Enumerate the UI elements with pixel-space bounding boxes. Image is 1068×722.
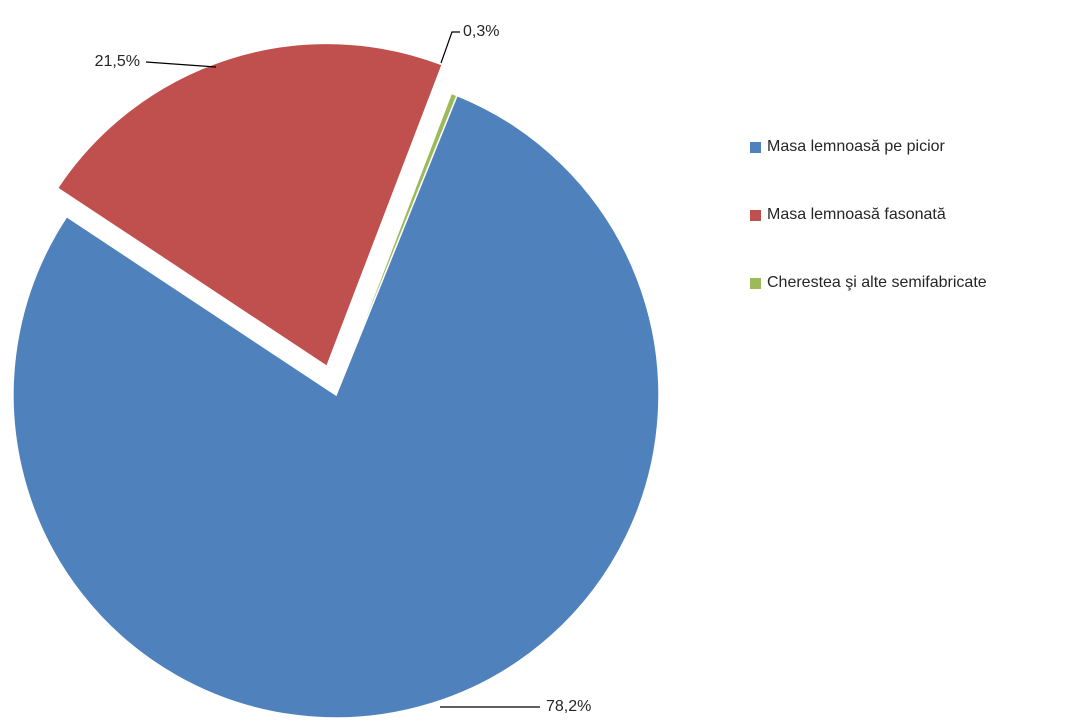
legend: Masa lemnoasă pe picior Masa lemnoasă fa… bbox=[750, 135, 1068, 339]
leader-line bbox=[145, 61, 217, 68]
data-label: 0,3% bbox=[463, 23, 499, 40]
data-label: 21,5% bbox=[95, 53, 140, 70]
data-label: 78,2% bbox=[546, 698, 591, 715]
leader-line bbox=[440, 31, 460, 64]
legend-item-masa-fasonata: Masa lemnoasă fasonată bbox=[750, 203, 1068, 227]
legend-swatch bbox=[750, 277, 761, 289]
pie-slice bbox=[56, 42, 444, 368]
pie-slices bbox=[12, 42, 660, 719]
legend-item-masa-pe-picior: Masa lemnoasă pe picior bbox=[750, 135, 1068, 159]
legend-label: Masa lemnoasă fasonată bbox=[767, 206, 946, 223]
pie-slice bbox=[335, 92, 458, 396]
pie-slice bbox=[12, 94, 660, 719]
legend-label: Cherestea şi alte semifabricate bbox=[767, 274, 987, 291]
leader-lines bbox=[145, 31, 540, 708]
data-labels: 78,2% 21,5% 0,3% bbox=[95, 23, 592, 715]
legend-label: Masa lemnoasă pe picior bbox=[767, 138, 945, 155]
legend-swatch bbox=[750, 141, 761, 153]
legend-item-cherestea: Cherestea şi alte semifabricate bbox=[750, 271, 1068, 295]
legend-swatch bbox=[750, 209, 761, 221]
